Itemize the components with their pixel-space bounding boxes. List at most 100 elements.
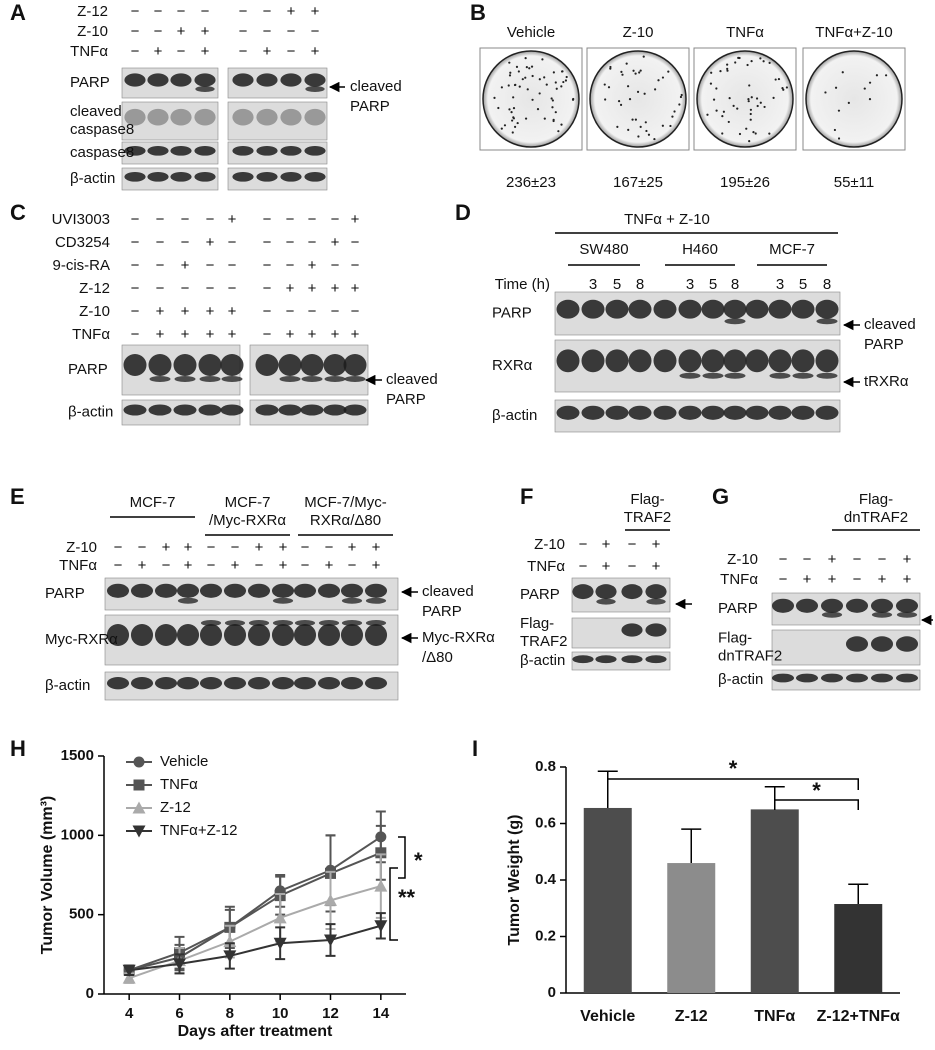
treatment-sign: + <box>263 43 272 60</box>
annotation: cleaved <box>864 316 916 333</box>
treatment-sign: − <box>263 3 272 20</box>
treatment-sign: + <box>156 303 165 320</box>
band <box>177 597 199 604</box>
group-label: MCF-7/Myc- <box>304 494 387 511</box>
colony <box>774 78 777 81</box>
band <box>173 354 197 376</box>
colony <box>722 110 725 113</box>
treatment-sign: + <box>351 280 360 297</box>
band <box>895 636 919 652</box>
band <box>256 171 278 182</box>
band <box>304 145 326 156</box>
treatment-sign: + <box>311 3 320 20</box>
colony <box>745 127 748 130</box>
band <box>194 108 216 126</box>
band <box>845 598 869 613</box>
blot-label: Flag- <box>520 615 554 632</box>
band <box>723 405 747 420</box>
band <box>768 349 792 373</box>
treatment-sign: − <box>263 326 272 343</box>
treatment-sign: + <box>286 326 295 343</box>
row-label: TNFα <box>72 326 110 343</box>
band <box>124 73 146 87</box>
band <box>271 624 295 646</box>
band <box>791 299 815 319</box>
treatment-sign: + <box>154 43 163 60</box>
colony <box>500 127 503 130</box>
colony <box>747 97 750 101</box>
blot-label: β-actin <box>492 407 537 424</box>
colony <box>512 96 515 99</box>
treatment-sign: 8 <box>636 276 644 293</box>
band <box>745 405 769 420</box>
treatment-sign: − <box>228 257 237 274</box>
blot <box>227 141 328 165</box>
y-axis-title: Tumor Volume (mm³) <box>39 796 56 955</box>
colony <box>726 69 729 72</box>
treatment-sign: − <box>131 280 140 297</box>
treatment-sign: + <box>325 557 334 574</box>
band <box>176 624 200 646</box>
band <box>149 376 171 382</box>
band <box>870 673 894 683</box>
significance: * <box>414 848 423 873</box>
band <box>154 624 178 646</box>
band <box>198 354 222 376</box>
band <box>895 598 919 613</box>
treatment-sign: + <box>828 551 837 568</box>
significance-bracket <box>774 799 859 810</box>
treatment-sign: + <box>206 303 215 320</box>
colony <box>750 60 753 63</box>
colony <box>884 74 888 77</box>
colony <box>493 96 496 99</box>
band <box>280 145 302 156</box>
y-tick-label: 0.8 <box>535 758 556 775</box>
band <box>272 620 294 626</box>
colony <box>536 107 540 111</box>
annotation: PARP <box>864 336 904 353</box>
colony <box>669 124 672 128</box>
colony <box>497 106 500 110</box>
treatment-sign: + <box>181 303 190 320</box>
treatment-sign: − <box>239 23 248 40</box>
band <box>280 171 302 182</box>
colony <box>847 101 850 104</box>
colony <box>609 65 612 69</box>
treatment-sign: − <box>287 43 296 60</box>
band <box>223 677 247 690</box>
colony <box>541 58 544 61</box>
row-label: TNFα <box>59 557 97 574</box>
y-tick-label: 0.6 <box>535 814 556 831</box>
band <box>581 349 605 373</box>
significance: * <box>812 778 821 803</box>
error-bar <box>848 883 869 905</box>
treatment-sign: − <box>207 539 216 556</box>
group-label: dnTRAF2 <box>844 509 908 526</box>
band <box>106 624 130 646</box>
band <box>199 376 221 382</box>
row-label: Z-10 <box>534 536 565 553</box>
band <box>324 376 346 382</box>
colony <box>727 120 730 124</box>
band <box>871 611 893 618</box>
treatment-sign: − <box>263 303 272 320</box>
band <box>815 349 839 373</box>
colony <box>636 90 640 94</box>
treatment-sign: − <box>207 557 216 574</box>
colony <box>551 99 554 102</box>
band <box>769 372 791 379</box>
colony <box>564 79 568 82</box>
band <box>248 620 270 626</box>
band <box>124 108 146 126</box>
marker <box>173 958 186 971</box>
treatment-sign: + <box>331 234 340 251</box>
band <box>293 583 317 598</box>
treatment-sign: − <box>331 257 340 274</box>
band <box>702 372 724 379</box>
band <box>364 583 388 598</box>
colony <box>712 98 716 101</box>
band <box>771 598 795 613</box>
colony <box>607 86 611 89</box>
band <box>341 597 363 604</box>
legend-label: TNFα+Z-12 <box>160 822 237 839</box>
